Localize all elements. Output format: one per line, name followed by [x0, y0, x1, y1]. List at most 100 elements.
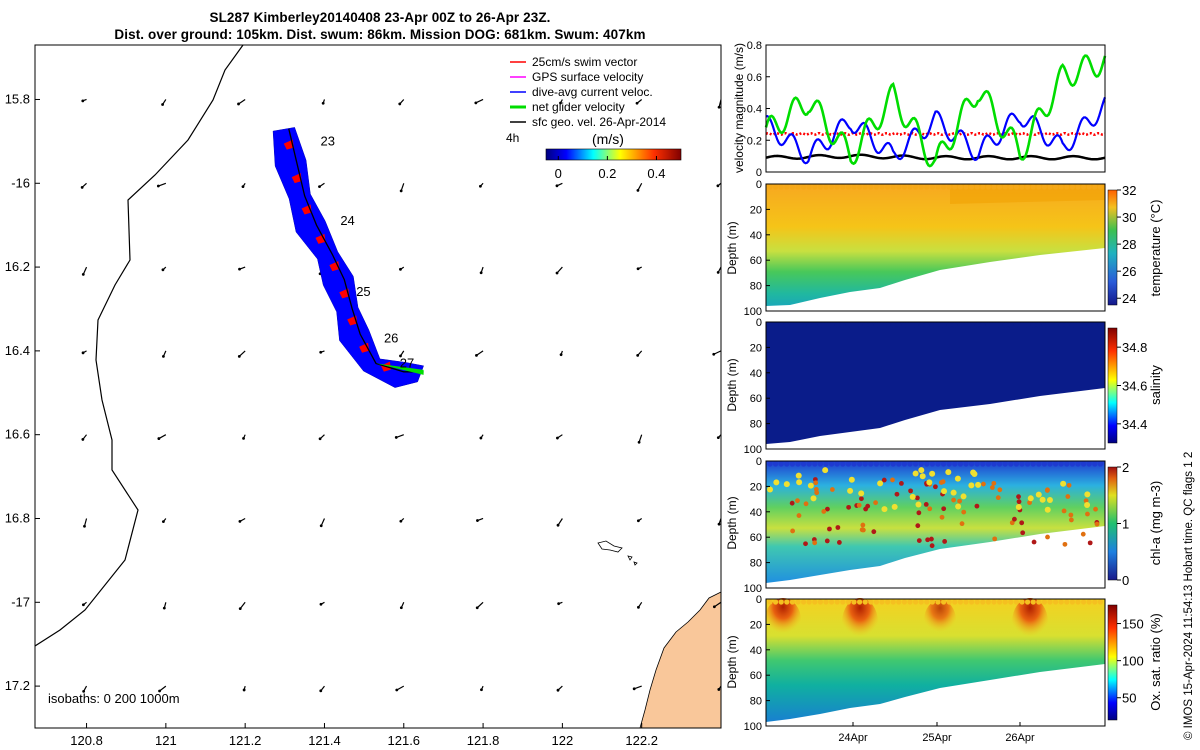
coastline-land — [639, 591, 721, 728]
geo-vector-head — [555, 184, 559, 188]
chla-high-dot — [1044, 488, 1050, 493]
surface-sample-dot — [868, 461, 874, 467]
chla-high-dot — [824, 538, 830, 544]
map-legend: 25cm/s swim vector GPS surface velocity … — [506, 55, 682, 181]
geo-vector-head — [716, 436, 720, 440]
surface-sample-dot — [1075, 322, 1081, 328]
chla-mid-dot — [810, 495, 817, 502]
chla-colorbar — [1107, 466, 1118, 581]
surface-sample-dot — [1025, 322, 1031, 328]
surface-sample-dot — [806, 322, 812, 328]
depth-ytick-label: 100 — [744, 444, 762, 456]
track-day-label: 25 — [356, 284, 370, 299]
chla-high-dot — [858, 496, 864, 502]
surface-sample-dot — [829, 184, 835, 190]
geo-vector-head — [475, 606, 479, 610]
surface-sample-dot — [896, 184, 902, 190]
surface-sample-dot — [885, 461, 891, 467]
chla-high-dot — [929, 536, 934, 542]
colorbar-tick-label: 0.4 — [647, 166, 665, 181]
surface-sample-dot — [1002, 184, 1008, 190]
surface-sample-dot — [952, 184, 958, 190]
surface-sample-dot — [1019, 184, 1025, 190]
surface-sample-dot — [862, 184, 868, 190]
speed-colorbar — [545, 148, 682, 161]
surface-sample-dot — [946, 599, 952, 605]
surface-sample-dot — [1047, 184, 1053, 190]
surface-sample-dot — [879, 184, 885, 190]
island-cluster — [597, 540, 638, 566]
velocity-series-current — [765, 96, 1107, 165]
surface-sample-dot — [952, 322, 958, 328]
depth-ytick-label: 20 — [750, 204, 762, 216]
geo-vector-head — [161, 268, 165, 272]
surface-sample-dot — [1019, 322, 1025, 328]
surface-sample-dot — [1081, 461, 1087, 467]
velocity-series-swim — [765, 131, 1106, 136]
chla-high-dot — [790, 528, 796, 534]
time-tick-label: 24Apr — [838, 732, 868, 744]
surface-sample-dot — [969, 322, 975, 328]
chla-high-dot — [951, 497, 956, 503]
chla-high-dot — [991, 480, 997, 486]
chla-high-dot — [825, 506, 830, 512]
surface-sample-dot — [1086, 184, 1092, 190]
legend-swim: 25cm/s swim vector — [532, 55, 637, 69]
track-day-label: 27 — [400, 355, 414, 370]
geo-vector-field — [80, 98, 721, 693]
surface-sample-dot — [789, 461, 796, 467]
surface-sample-dot — [1092, 322, 1098, 328]
geo-vector-head — [399, 354, 402, 358]
surface-sample-dot — [1047, 461, 1053, 467]
geo-vector-head — [637, 605, 640, 609]
surface-sample-dot — [974, 184, 980, 190]
oxygen-axes: 0 20 40 60 80 100 — [744, 594, 770, 733]
surface-sample-dot — [1030, 184, 1036, 190]
surface-sample-dot — [1075, 184, 1081, 190]
surface-sample-dot — [907, 461, 913, 467]
surface-sample-dot — [857, 461, 863, 467]
geo-vector-head — [395, 688, 399, 692]
surface-sample-dot — [795, 599, 801, 605]
surface-sample-dot — [845, 322, 852, 328]
surface-sample-dot — [1081, 184, 1087, 190]
chla-high-dot — [942, 539, 948, 544]
chla-axes: 0 20 40 60 80 100 — [744, 456, 770, 595]
surface-sample-dot — [801, 322, 807, 328]
surface-sample-dot — [862, 322, 868, 328]
surface-sample-dot — [885, 184, 891, 190]
depth-ytick-label: 60 — [750, 670, 762, 682]
chla-high-dot — [1020, 530, 1026, 536]
salinity-colorbar-ticks: 34.8 34.6 34.4 — [1117, 340, 1147, 432]
oxygen-hotspot-4 — [1012, 598, 1048, 646]
surface-sample-dot — [829, 322, 835, 328]
surface-sample-dot — [1092, 184, 1098, 190]
surface-sample-dot — [935, 184, 941, 190]
chla-high-dot — [789, 500, 795, 506]
map-xtick-label: 121 — [155, 733, 177, 748]
geo-vector-head — [157, 437, 161, 440]
geo-vector-head — [399, 606, 403, 610]
surface-sample-dot — [778, 599, 784, 605]
geo-vector-head — [319, 524, 323, 528]
surface-sample-dot — [985, 322, 992, 328]
legend-geo: sfc geo. vel. 26-Apr-2014 — [532, 115, 666, 129]
chla-mid-dot — [1039, 496, 1046, 503]
swim-vector-group — [283, 139, 294, 150]
geo-vector-head — [156, 184, 160, 188]
velocity-ytick-label: 0.2 — [747, 135, 762, 147]
chla-high-dot — [1045, 534, 1050, 540]
colorbar-tick-label: 150 — [1122, 617, 1144, 632]
surface-sample-dot — [857, 599, 863, 605]
chla-mid-dot — [1060, 480, 1067, 487]
surface-sample-dot — [935, 322, 941, 328]
chla-high-dot — [1065, 494, 1071, 499]
chla-high-dot — [1080, 531, 1086, 537]
colorbar-tick-label: 1 — [1122, 517, 1129, 532]
geo-vector-head — [480, 688, 483, 692]
surface-sample-dot — [957, 461, 964, 467]
chla-mid-dot — [919, 473, 926, 480]
surface-sample-dot — [1069, 461, 1075, 467]
temperature-cblabel: temperature (°C) — [1148, 200, 1163, 297]
